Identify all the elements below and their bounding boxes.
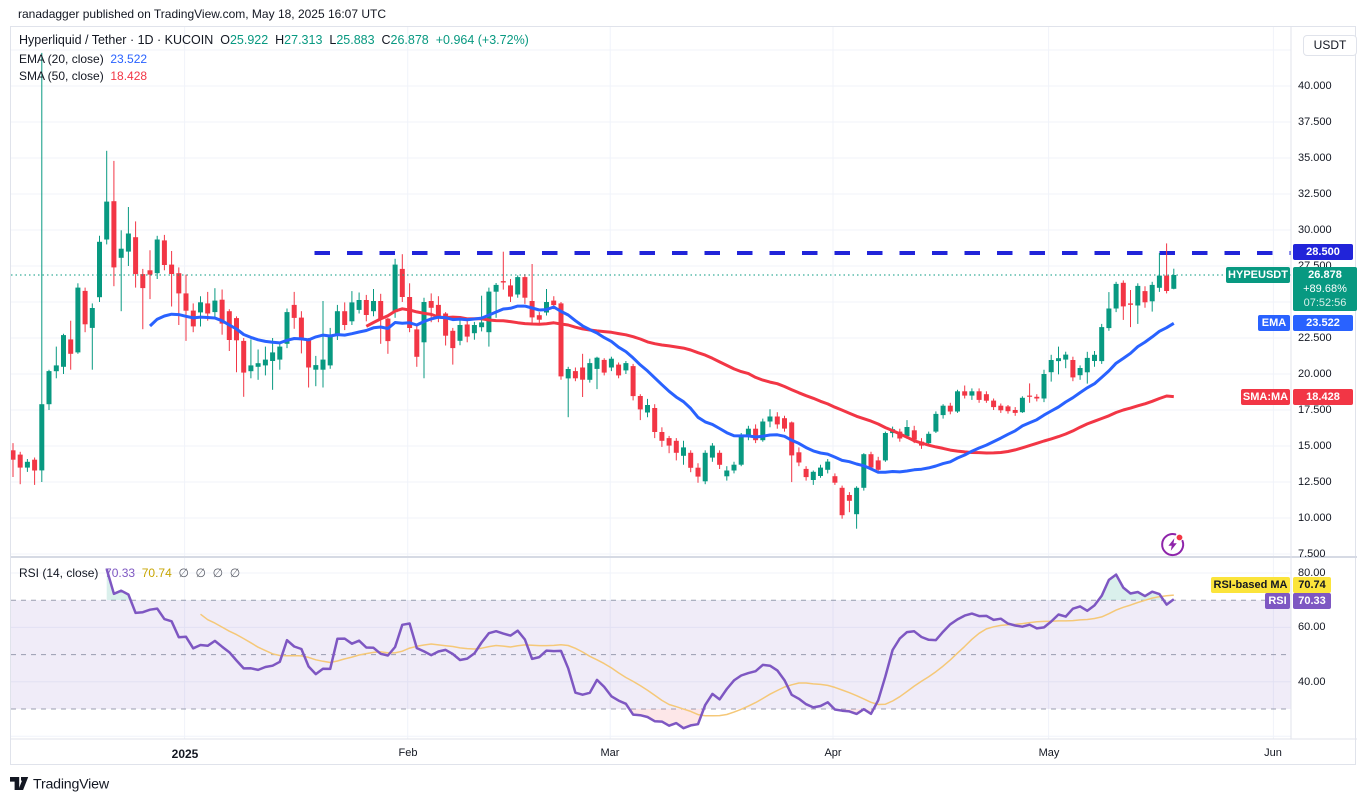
svg-text:TradingView: TradingView xyxy=(33,776,110,792)
